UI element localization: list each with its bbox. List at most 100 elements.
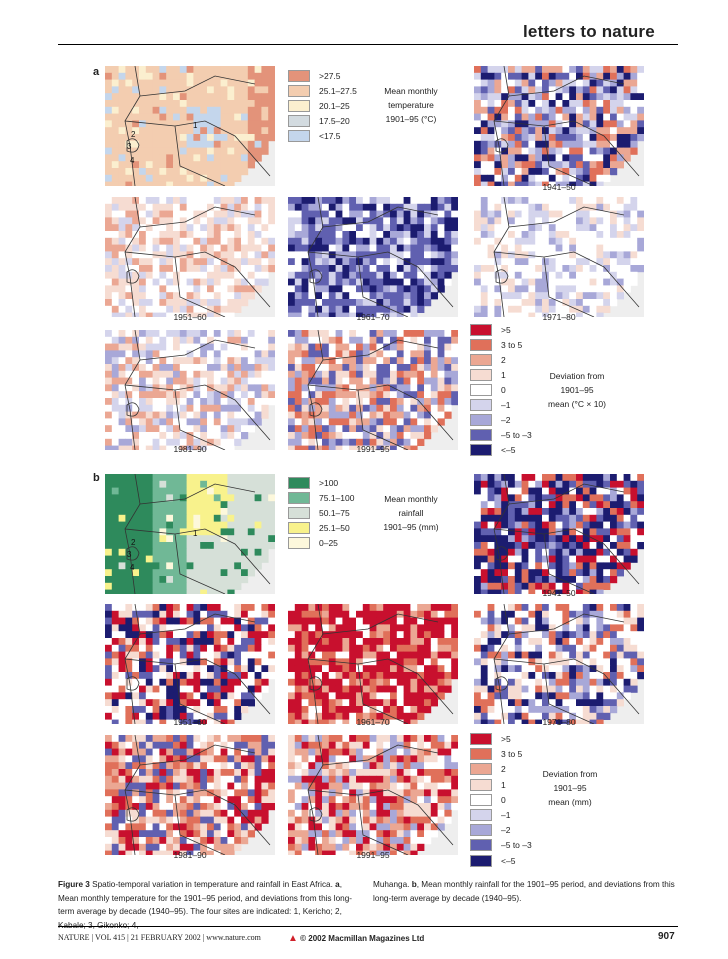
map-cell xyxy=(213,555,221,563)
map-cell xyxy=(494,292,502,300)
map-cell xyxy=(173,127,181,135)
map-cell xyxy=(610,210,618,218)
map-cell xyxy=(542,604,550,612)
map-cell xyxy=(480,217,488,225)
map-cell xyxy=(362,692,370,700)
map-cell xyxy=(451,624,458,632)
map-cell xyxy=(555,501,563,509)
map-cell xyxy=(514,72,522,80)
map-cell xyxy=(308,251,316,259)
map-cell xyxy=(437,651,445,659)
map-cell xyxy=(207,699,215,707)
map-cell xyxy=(152,610,160,618)
map-cell xyxy=(480,100,488,108)
map-cell xyxy=(173,251,181,259)
map-cell xyxy=(139,350,147,358)
map-cell xyxy=(227,501,235,509)
map-cell xyxy=(410,336,418,344)
map-cell xyxy=(254,377,262,385)
map-cell xyxy=(322,418,330,426)
map-cell xyxy=(535,528,543,536)
map-cell xyxy=(200,377,208,385)
map-cell xyxy=(637,604,644,612)
map-cell xyxy=(166,582,174,590)
map-cell xyxy=(403,672,411,680)
map-cell xyxy=(610,624,618,632)
map-cell xyxy=(569,589,577,594)
map-cell xyxy=(396,665,404,673)
map-cell xyxy=(610,474,618,482)
map-cell xyxy=(582,161,590,169)
map-cell xyxy=(610,535,618,543)
map-cell xyxy=(548,644,556,652)
map-grid xyxy=(288,604,458,724)
map-cell xyxy=(220,299,228,307)
map-cell xyxy=(105,411,113,419)
map-cell xyxy=(610,285,618,293)
map-cell xyxy=(322,217,330,225)
map-cell xyxy=(535,258,543,266)
map-cell xyxy=(582,305,590,313)
map-cell xyxy=(383,357,391,365)
map-cell xyxy=(637,644,644,652)
map-cell xyxy=(444,265,452,273)
map-cell xyxy=(301,617,309,625)
map-cell xyxy=(342,370,350,378)
map-cell xyxy=(301,343,309,351)
map-cell xyxy=(118,224,126,232)
map-cell xyxy=(268,113,275,121)
map-cell xyxy=(349,391,357,399)
map-cell xyxy=(105,384,113,392)
map-cell xyxy=(356,391,364,399)
map-cell xyxy=(603,521,611,529)
map-cell xyxy=(383,638,391,646)
map-cell xyxy=(241,685,249,693)
map-cell xyxy=(616,86,624,94)
map-cell xyxy=(173,258,181,266)
map-cell xyxy=(555,535,563,543)
map-cell xyxy=(396,285,404,293)
map-cell xyxy=(227,692,235,700)
map-cell xyxy=(254,120,262,128)
map-cell xyxy=(562,217,570,225)
map-cell xyxy=(528,665,536,673)
map-cell xyxy=(542,86,550,94)
map-cell xyxy=(227,93,235,101)
map-cell xyxy=(410,384,418,392)
map-cell xyxy=(308,231,316,239)
map-cell xyxy=(268,514,275,522)
map-cell xyxy=(637,231,644,239)
map-cell xyxy=(315,237,323,245)
map-cell xyxy=(268,134,275,142)
map-cell xyxy=(630,93,638,101)
map-cell xyxy=(159,487,167,495)
map-cell xyxy=(301,292,309,300)
map-cell xyxy=(417,604,425,612)
map-cell xyxy=(261,224,269,232)
map-cell xyxy=(132,299,140,307)
map-cell xyxy=(403,330,411,338)
map-cell xyxy=(159,589,167,594)
rain-map-1961-70 xyxy=(288,604,458,724)
map-cell xyxy=(576,501,584,509)
map-cell xyxy=(193,100,201,108)
map-cell xyxy=(241,86,249,94)
map-cell xyxy=(494,127,502,135)
map-cell xyxy=(596,305,604,313)
map-cell xyxy=(241,134,249,142)
map-cell xyxy=(362,197,370,205)
map-cell xyxy=(139,299,147,307)
map-cell xyxy=(417,370,425,378)
map-cell xyxy=(125,474,133,482)
map-cell xyxy=(173,528,181,536)
map-cell xyxy=(356,678,364,686)
map-cell xyxy=(213,562,221,570)
map-cell xyxy=(396,197,404,205)
map-cell xyxy=(576,610,584,618)
map-cell xyxy=(132,237,140,245)
map-cell xyxy=(227,425,235,433)
map-cell xyxy=(220,548,228,556)
map-cell xyxy=(474,66,482,74)
map-cell xyxy=(424,377,432,385)
map-cell xyxy=(247,391,255,399)
